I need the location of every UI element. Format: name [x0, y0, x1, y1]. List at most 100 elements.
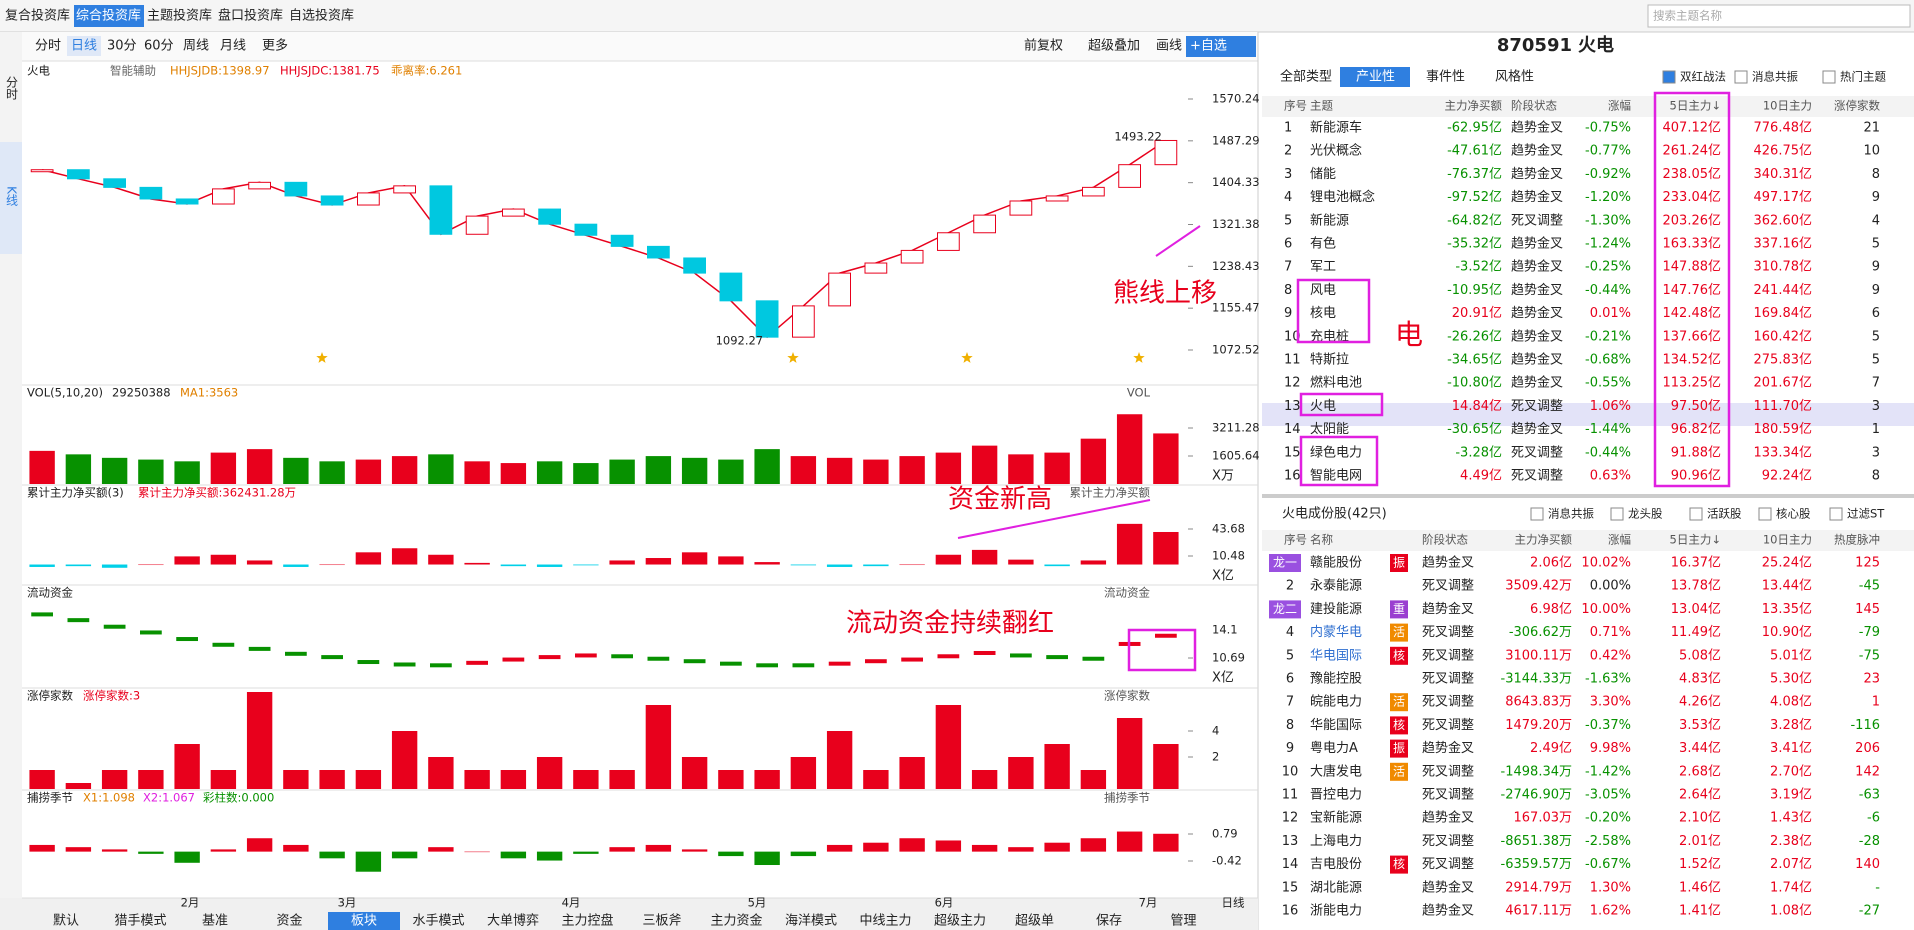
- liquidity-mark: [756, 663, 778, 668]
- stock-name[interactable]: 浙能电力: [1310, 904, 1362, 919]
- period-active: [67, 36, 101, 56]
- table-cell: -0.75%: [1585, 121, 1631, 136]
- toolbar-button[interactable]: 画线: [1156, 39, 1182, 54]
- search-box[interactable]: [1647, 4, 1911, 28]
- checkbox: [1829, 507, 1843, 521]
- stock-name[interactable]: 吉电股份: [1310, 857, 1362, 872]
- stock-name[interactable]: 粤电力A: [1310, 740, 1358, 756]
- table-cell: 142.48亿: [1663, 306, 1722, 321]
- top-tab[interactable]: 自选投资库: [289, 8, 354, 24]
- liquidity-mark: [212, 642, 235, 647]
- table-cell: 241.44亿: [1754, 283, 1813, 298]
- bottom-tab[interactable]: 默认: [53, 913, 79, 929]
- bar: [536, 851, 563, 861]
- bottom-tab[interactable]: 超级单: [1015, 914, 1054, 929]
- theme-tab[interactable]: 全部类型: [1280, 69, 1332, 85]
- bottom-tab[interactable]: 水手模式: [412, 914, 464, 929]
- table-cell: 21: [1863, 121, 1880, 136]
- table-cell: 407.12亿: [1663, 121, 1722, 136]
- bar: [718, 770, 744, 789]
- stock-name[interactable]: 大唐发电: [1310, 763, 1362, 779]
- period-label: 日线: [1222, 896, 1245, 910]
- table-cell: 8: [1872, 469, 1880, 484]
- bottom-tab[interactable]: 猎手模式: [114, 914, 166, 929]
- bar: [863, 842, 889, 852]
- stock-name[interactable]: 湖北能源: [1310, 880, 1362, 895]
- panel-legend: X1:1.098: [83, 791, 135, 805]
- stock-name[interactable]: 建投能源: [1310, 601, 1362, 617]
- stock-name[interactable]: 上海电力: [1310, 834, 1362, 849]
- bar: [355, 552, 382, 565]
- table-cell: 9: [1872, 260, 1880, 275]
- stock-name[interactable]: 晋控电力: [1310, 788, 1362, 803]
- bar: [283, 844, 309, 852]
- table-cell: -: [1875, 880, 1880, 895]
- table-cell: 4.49亿: [1460, 469, 1502, 484]
- bar: [863, 459, 889, 484]
- table-cell: 10.90亿: [1762, 625, 1812, 640]
- liquidity-mark: [1010, 653, 1032, 658]
- bottom-tab[interactable]: 超级主力: [934, 914, 986, 929]
- table-cell: -2746.90万: [1501, 788, 1572, 803]
- bar: [1116, 414, 1143, 484]
- bar: [174, 744, 200, 789]
- panel-title: VOL: [1127, 386, 1151, 400]
- period-tab[interactable]: 分时: [35, 39, 61, 54]
- bottom-tab[interactable]: 三板斧: [642, 914, 681, 929]
- stock-name[interactable]: 皖能电力: [1310, 695, 1362, 710]
- table-cell: -26.26亿: [1447, 329, 1502, 344]
- period-tab[interactable]: 更多: [262, 38, 288, 54]
- stock-name[interactable]: 内蒙华电: [1310, 624, 1362, 640]
- bottom-tab[interactable]: 板块: [351, 914, 377, 929]
- period-tab[interactable]: 30分: [107, 39, 137, 54]
- bar: [971, 445, 998, 484]
- bar: [935, 452, 962, 484]
- stock-name[interactable]: 永泰能源: [1310, 579, 1362, 594]
- bar: [826, 457, 853, 484]
- bottom-tab[interactable]: 资金: [276, 913, 302, 929]
- bar: [754, 851, 780, 866]
- top-tab[interactable]: 盘口投资库: [218, 8, 283, 24]
- toolbar-button[interactable]: 超级叠加: [1088, 39, 1140, 54]
- panel-legend: 捕捞季节: [27, 791, 73, 805]
- bottom-tab[interactable]: 主力控盘: [561, 913, 613, 929]
- panel-title: 涨停家数: [1104, 689, 1150, 703]
- y-unit: X亿: [1212, 569, 1234, 584]
- bottom-tab[interactable]: 大单博弈: [487, 913, 539, 929]
- toolbar-button[interactable]: 前复权: [1024, 38, 1063, 54]
- bottom-tab[interactable]: 管理: [1170, 914, 1196, 929]
- stock-name[interactable]: 华电国际: [1310, 648, 1362, 663]
- toolbar-button[interactable]: +自选: [1190, 39, 1227, 54]
- annotation: 资金新高: [948, 485, 1052, 515]
- period-tab[interactable]: 月线: [220, 39, 246, 54]
- panel-legend: 涨停家数:3: [83, 689, 140, 703]
- bottom-tab[interactable]: 基准: [202, 914, 228, 929]
- column-header: 名称: [1310, 533, 1333, 547]
- table-cell: -1.44%: [1585, 422, 1631, 437]
- period-tab[interactable]: 日线: [71, 39, 97, 54]
- stock-name[interactable]: 赣能股份: [1310, 556, 1362, 571]
- stock-name[interactable]: 宝新能源: [1310, 810, 1362, 826]
- top-tab[interactable]: 复合投资库: [5, 8, 70, 24]
- y-tick-label: 1238.43: [1212, 259, 1260, 273]
- top-tab[interactable]: 主题投资库: [147, 8, 212, 24]
- bottom-tab[interactable]: 主力资金: [710, 913, 762, 929]
- liquidity-mark: [67, 618, 90, 623]
- stock-name[interactable]: 华能国际: [1310, 718, 1362, 733]
- tag-badge: [1390, 855, 1408, 874]
- table-cell: 死叉调整: [1422, 764, 1474, 779]
- top-tab[interactable]: 综合投资库: [76, 8, 141, 24]
- theme-tab[interactable]: 产业性: [1356, 70, 1395, 85]
- bottom-tab[interactable]: 中线主力: [859, 914, 911, 929]
- bar: [899, 838, 925, 852]
- rank: 12: [1282, 811, 1299, 826]
- theme-tab-active: [1340, 67, 1410, 87]
- theme-tab[interactable]: 事件性: [1426, 70, 1465, 85]
- bar: [101, 564, 128, 568]
- bottom-tab[interactable]: 保存: [1096, 914, 1122, 929]
- stock-name[interactable]: 豫能控股: [1310, 672, 1362, 687]
- period-tab[interactable]: 60分: [144, 39, 174, 54]
- theme-tab[interactable]: 风格性: [1495, 69, 1534, 85]
- bottom-tab[interactable]: 海洋模式: [785, 914, 837, 929]
- period-tab[interactable]: 周线: [183, 39, 209, 54]
